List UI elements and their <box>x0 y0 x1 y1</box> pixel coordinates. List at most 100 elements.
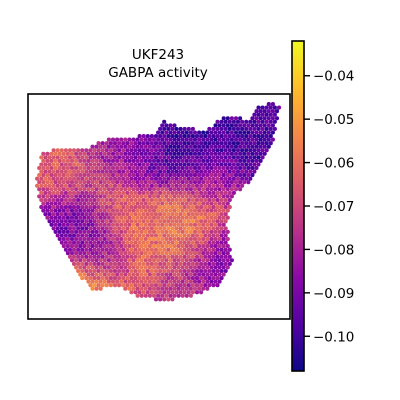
spot <box>86 279 91 284</box>
spot <box>180 272 185 277</box>
spot <box>209 201 214 206</box>
spot <box>47 162 52 167</box>
spot <box>194 290 200 295</box>
spot <box>170 162 175 167</box>
spot <box>217 180 222 185</box>
spot <box>270 137 275 142</box>
spot <box>180 151 185 156</box>
spot <box>63 148 68 153</box>
spot <box>201 194 206 199</box>
spot <box>199 240 204 245</box>
spot <box>215 148 220 153</box>
spot <box>205 222 210 227</box>
spot <box>199 162 204 167</box>
spot <box>264 105 269 110</box>
spot <box>123 194 128 199</box>
spot <box>145 212 150 217</box>
spot <box>117 155 122 160</box>
spot <box>67 247 73 252</box>
spot <box>160 258 165 263</box>
spot <box>162 226 167 231</box>
spot <box>57 187 62 192</box>
spot <box>112 176 118 181</box>
spot <box>133 155 138 160</box>
spot <box>164 201 169 206</box>
spot <box>63 226 68 231</box>
spot <box>43 155 48 160</box>
spot <box>121 155 126 160</box>
spot <box>115 258 120 263</box>
spot <box>78 173 83 178</box>
spot <box>100 176 105 181</box>
spot <box>262 130 267 135</box>
spot <box>41 208 46 213</box>
spot <box>147 258 152 263</box>
spot <box>168 293 173 298</box>
spot <box>61 215 66 220</box>
spot <box>162 233 167 238</box>
spot <box>98 194 103 199</box>
spot <box>135 293 140 298</box>
spot <box>197 173 202 178</box>
spot <box>178 233 183 238</box>
spot <box>215 162 220 167</box>
spot <box>80 247 85 252</box>
spot <box>240 148 245 153</box>
spot <box>174 148 179 153</box>
spot <box>80 212 85 217</box>
spot <box>84 261 89 266</box>
spot <box>55 205 60 210</box>
spot <box>41 187 46 192</box>
spot <box>178 126 183 131</box>
spot <box>92 190 97 195</box>
spot <box>133 233 138 238</box>
spot <box>41 173 46 178</box>
spot <box>53 208 58 213</box>
spot <box>266 102 271 107</box>
spot <box>123 258 128 263</box>
spot <box>203 155 208 160</box>
spot <box>67 197 73 203</box>
spot <box>135 137 140 142</box>
spot <box>219 126 224 131</box>
spot <box>258 144 263 149</box>
spot <box>127 173 132 178</box>
spot <box>158 219 163 224</box>
spot <box>156 165 161 171</box>
spot <box>166 183 171 188</box>
spot <box>227 261 232 266</box>
spot <box>135 165 140 171</box>
spot <box>231 141 236 146</box>
spot <box>203 226 208 231</box>
spot <box>59 197 64 203</box>
spot <box>131 258 136 263</box>
spot <box>112 276 118 281</box>
spot <box>180 236 185 242</box>
spot <box>61 222 66 227</box>
spot <box>63 247 68 252</box>
spot <box>186 162 191 167</box>
spot <box>188 201 193 206</box>
spot <box>178 283 183 288</box>
spot <box>266 116 271 121</box>
spot <box>65 173 70 178</box>
spot <box>182 176 187 181</box>
spot <box>270 102 275 107</box>
spot <box>84 183 89 188</box>
spot <box>203 247 208 252</box>
spot <box>127 151 132 156</box>
spot <box>164 251 169 256</box>
spot <box>164 272 169 277</box>
spot <box>205 173 210 178</box>
spot <box>205 180 210 185</box>
spot <box>248 148 253 153</box>
spot <box>139 180 144 185</box>
spot <box>100 233 105 238</box>
spot <box>207 155 212 160</box>
spot <box>176 286 181 291</box>
spot <box>141 190 146 195</box>
spot <box>164 158 169 163</box>
spot <box>90 229 95 234</box>
spot <box>162 283 167 288</box>
spot <box>129 219 134 224</box>
